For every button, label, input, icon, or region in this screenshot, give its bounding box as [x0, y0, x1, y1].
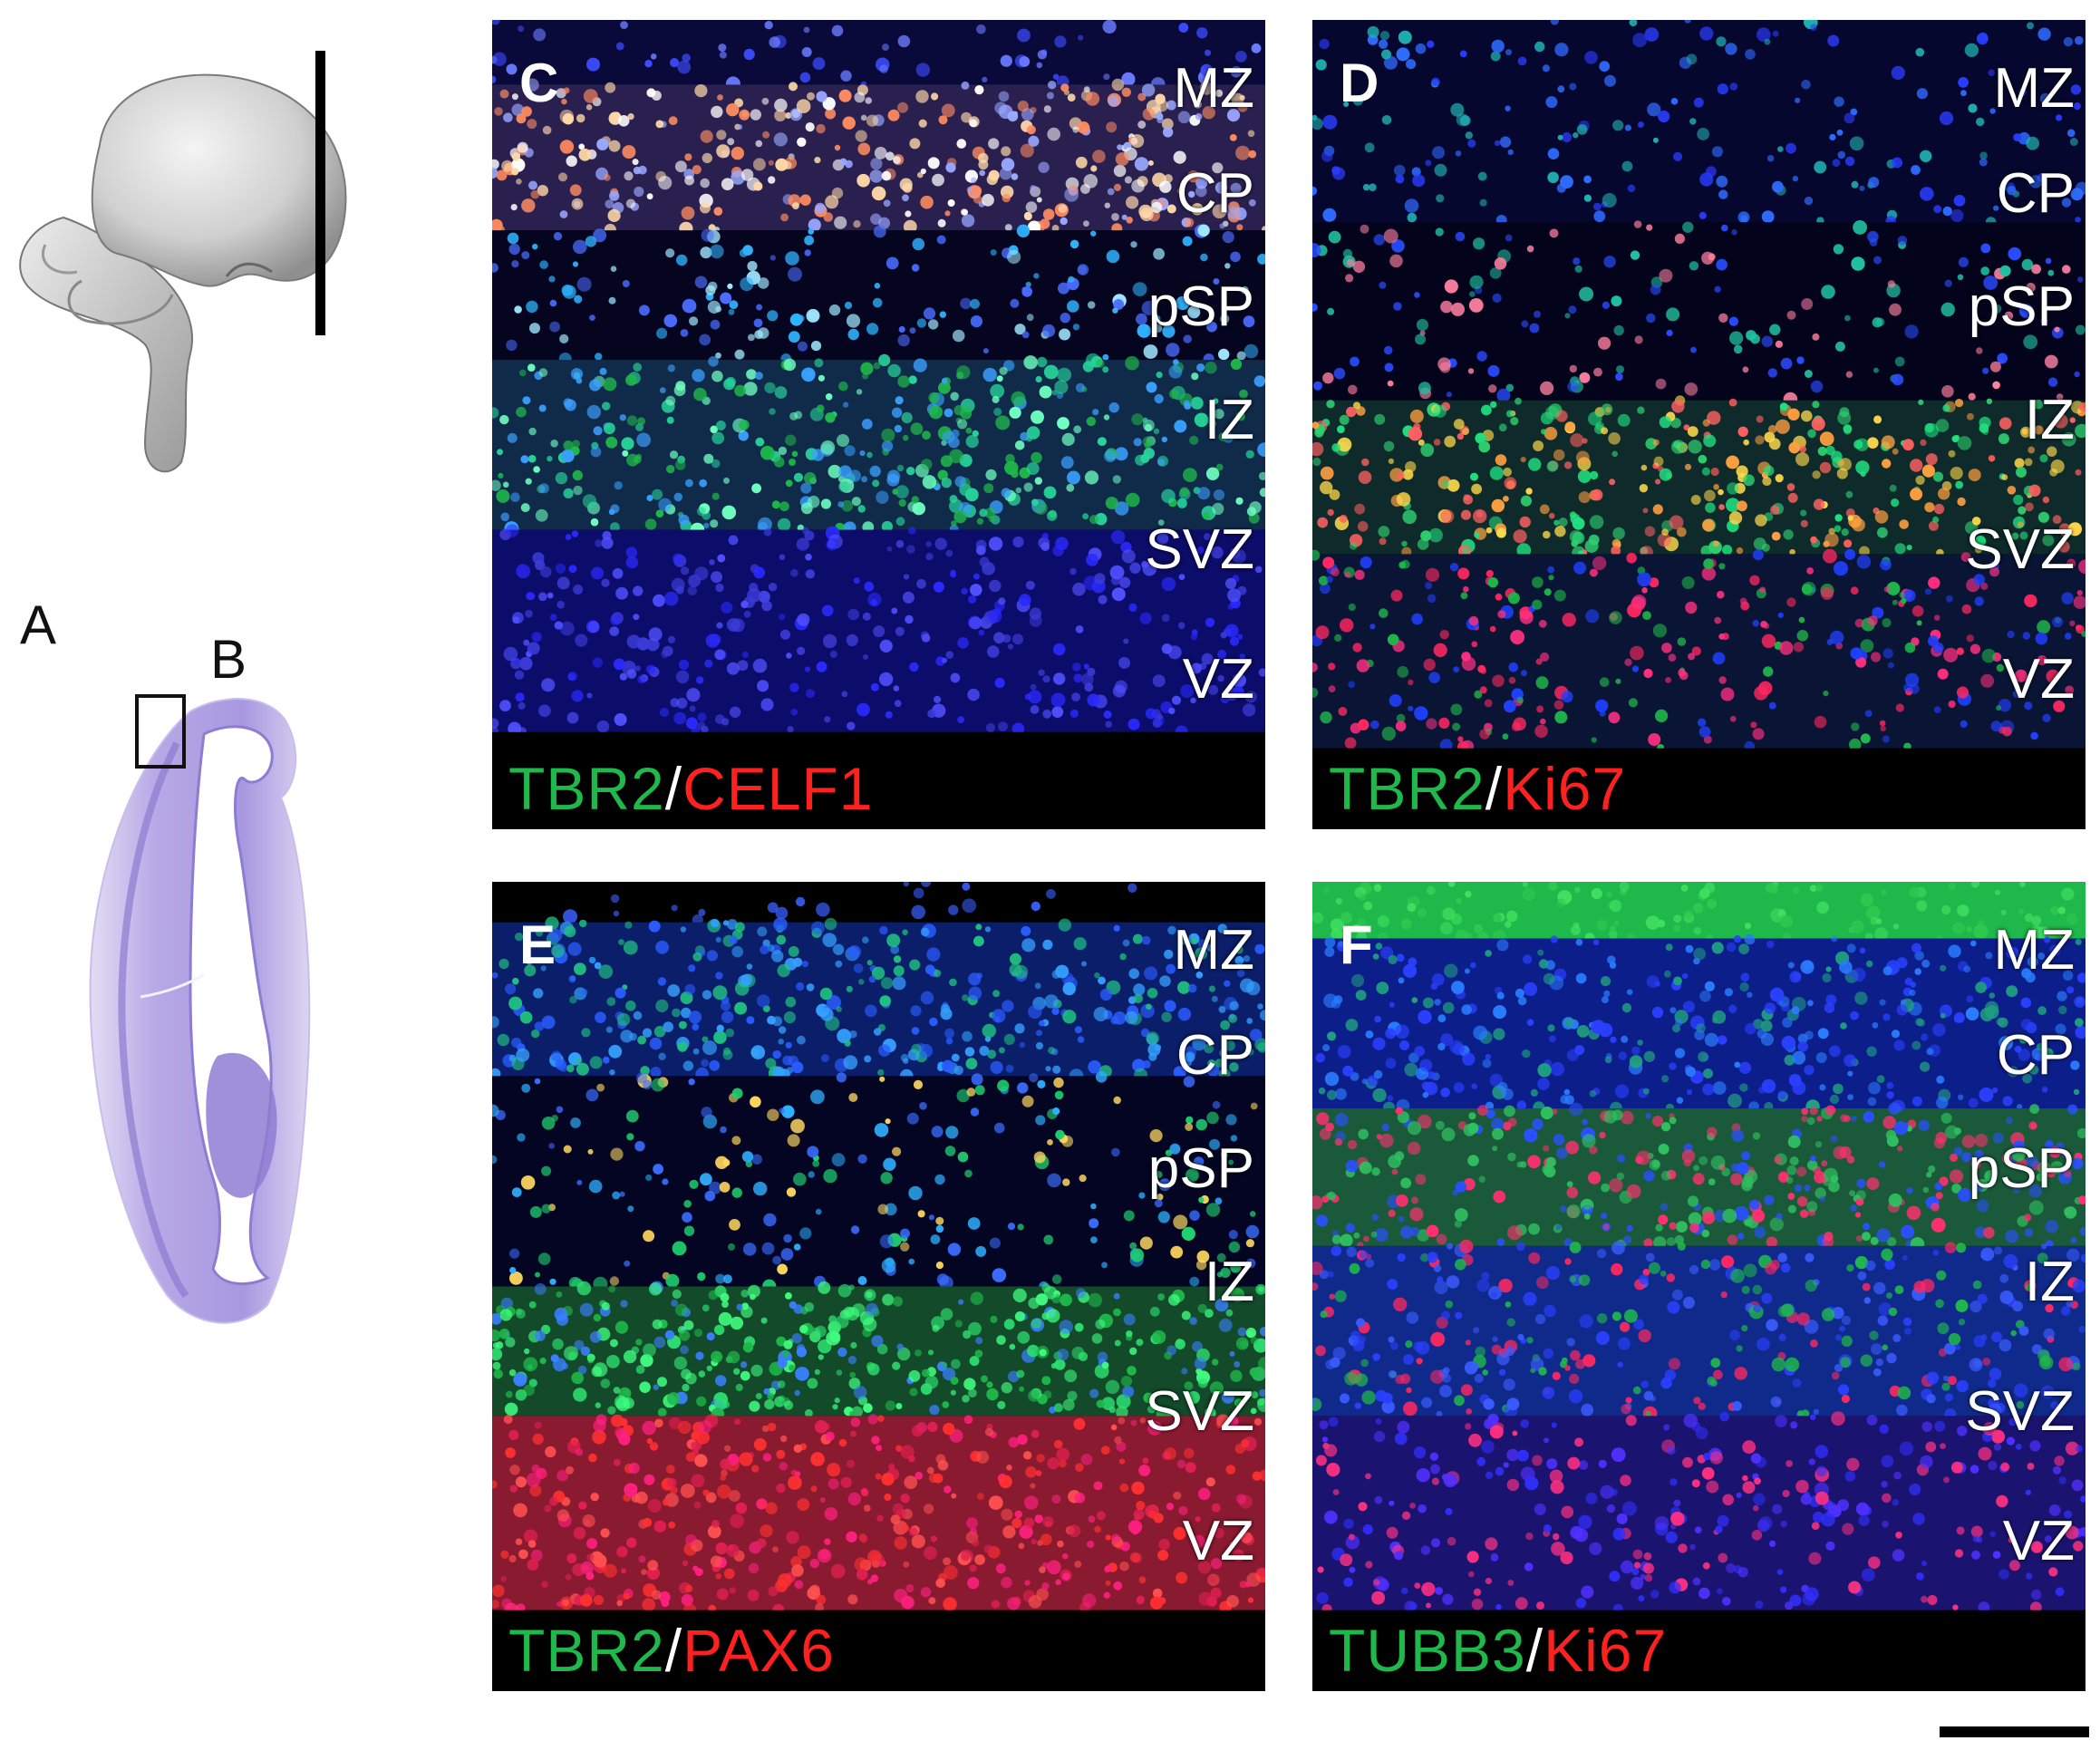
- zone-label-mz: MZ: [1993, 918, 2075, 982]
- stain-legend: TBR2/CELF1: [508, 759, 873, 818]
- tissue-image: [1312, 20, 2085, 829]
- stain-red-label: PAX6: [682, 1617, 835, 1684]
- stain-green-label: TBR2: [1329, 755, 1485, 822]
- zone-label-vz: VZ: [2002, 647, 2075, 711]
- zone-label-iz: IZ: [1204, 388, 1254, 451]
- stain-separator: /: [1485, 755, 1504, 822]
- stain-legend: TBR2/PAX6: [508, 1620, 835, 1680]
- zone-label-iz: IZ: [1204, 1250, 1254, 1313]
- zone-label-iz: IZ: [2024, 1250, 2075, 1313]
- panel-e: E MZ CP pSP IZ SVZ VZ TBR2/PAX6: [492, 882, 1265, 1691]
- stain-red-label: Ki67: [1544, 1617, 1668, 1684]
- zone-label-iz: IZ: [2024, 388, 2075, 451]
- panel-letter: E: [519, 914, 556, 975]
- zone-label-psp: pSP: [1968, 275, 2075, 338]
- zone-label-svz: SVZ: [1145, 517, 1254, 581]
- stain-separator: /: [664, 1617, 683, 1684]
- zone-label-vz: VZ: [2002, 1509, 2075, 1572]
- zone-label-psp: pSP: [1147, 275, 1254, 338]
- panel-letter: C: [519, 53, 559, 113]
- zone-label-psp: pSP: [1147, 1136, 1254, 1200]
- tissue-image: [492, 20, 1265, 829]
- zone-label-mz: MZ: [1173, 918, 1254, 982]
- tissue-image: [492, 882, 1265, 1691]
- zone-label-cp: CP: [1176, 1023, 1254, 1087]
- panel-label-b: B: [210, 629, 247, 690]
- zone-label-cp: CP: [1996, 1023, 2075, 1087]
- panel-label-a: A: [20, 595, 57, 655]
- zone-label-svz: SVZ: [1145, 1379, 1254, 1443]
- brain-3d-model: [9, 45, 390, 489]
- stain-green-label: TBR2: [508, 755, 665, 822]
- panel-c: C MZ CP pSP IZ SVZ VZ TBR2/CELF1: [492, 20, 1265, 829]
- panel-f: F MZ CP pSP IZ SVZ VZ TUBB3/Ki67: [1312, 882, 2085, 1691]
- tissue-image: [1312, 882, 2085, 1691]
- section-plane-line: [315, 51, 325, 335]
- zone-label-mz: MZ: [1993, 56, 2075, 120]
- zone-label-vz: VZ: [1182, 1509, 1254, 1572]
- panel-letter: D: [1340, 53, 1379, 113]
- stain-separator: /: [1525, 1617, 1544, 1684]
- panel-d: D MZ CP pSP IZ SVZ VZ TBR2/Ki67: [1312, 20, 2085, 829]
- stain-green-label: TBR2: [508, 1617, 665, 1684]
- stain-legend: TUBB3/Ki67: [1329, 1620, 1667, 1680]
- stain-red-label: CELF1: [682, 755, 874, 822]
- zone-label-vz: VZ: [1182, 647, 1254, 711]
- zone-label-svz: SVZ: [1965, 517, 2075, 581]
- stain-legend: TBR2/Ki67: [1329, 759, 1626, 818]
- zone-label-cp: CP: [1176, 161, 1254, 225]
- zone-label-psp: pSP: [1968, 1136, 2075, 1200]
- scale-bar: [1940, 1726, 2089, 1737]
- zone-label-mz: MZ: [1173, 56, 1254, 120]
- zone-label-svz: SVZ: [1965, 1379, 2075, 1443]
- panel-letter: F: [1340, 914, 1373, 975]
- stain-separator: /: [664, 755, 683, 822]
- zone-label-cp: CP: [1996, 161, 2075, 225]
- stain-green-label: TUBB3: [1329, 1617, 1526, 1684]
- nissl-section-image: [86, 671, 358, 1332]
- stain-red-label: Ki67: [1503, 755, 1627, 822]
